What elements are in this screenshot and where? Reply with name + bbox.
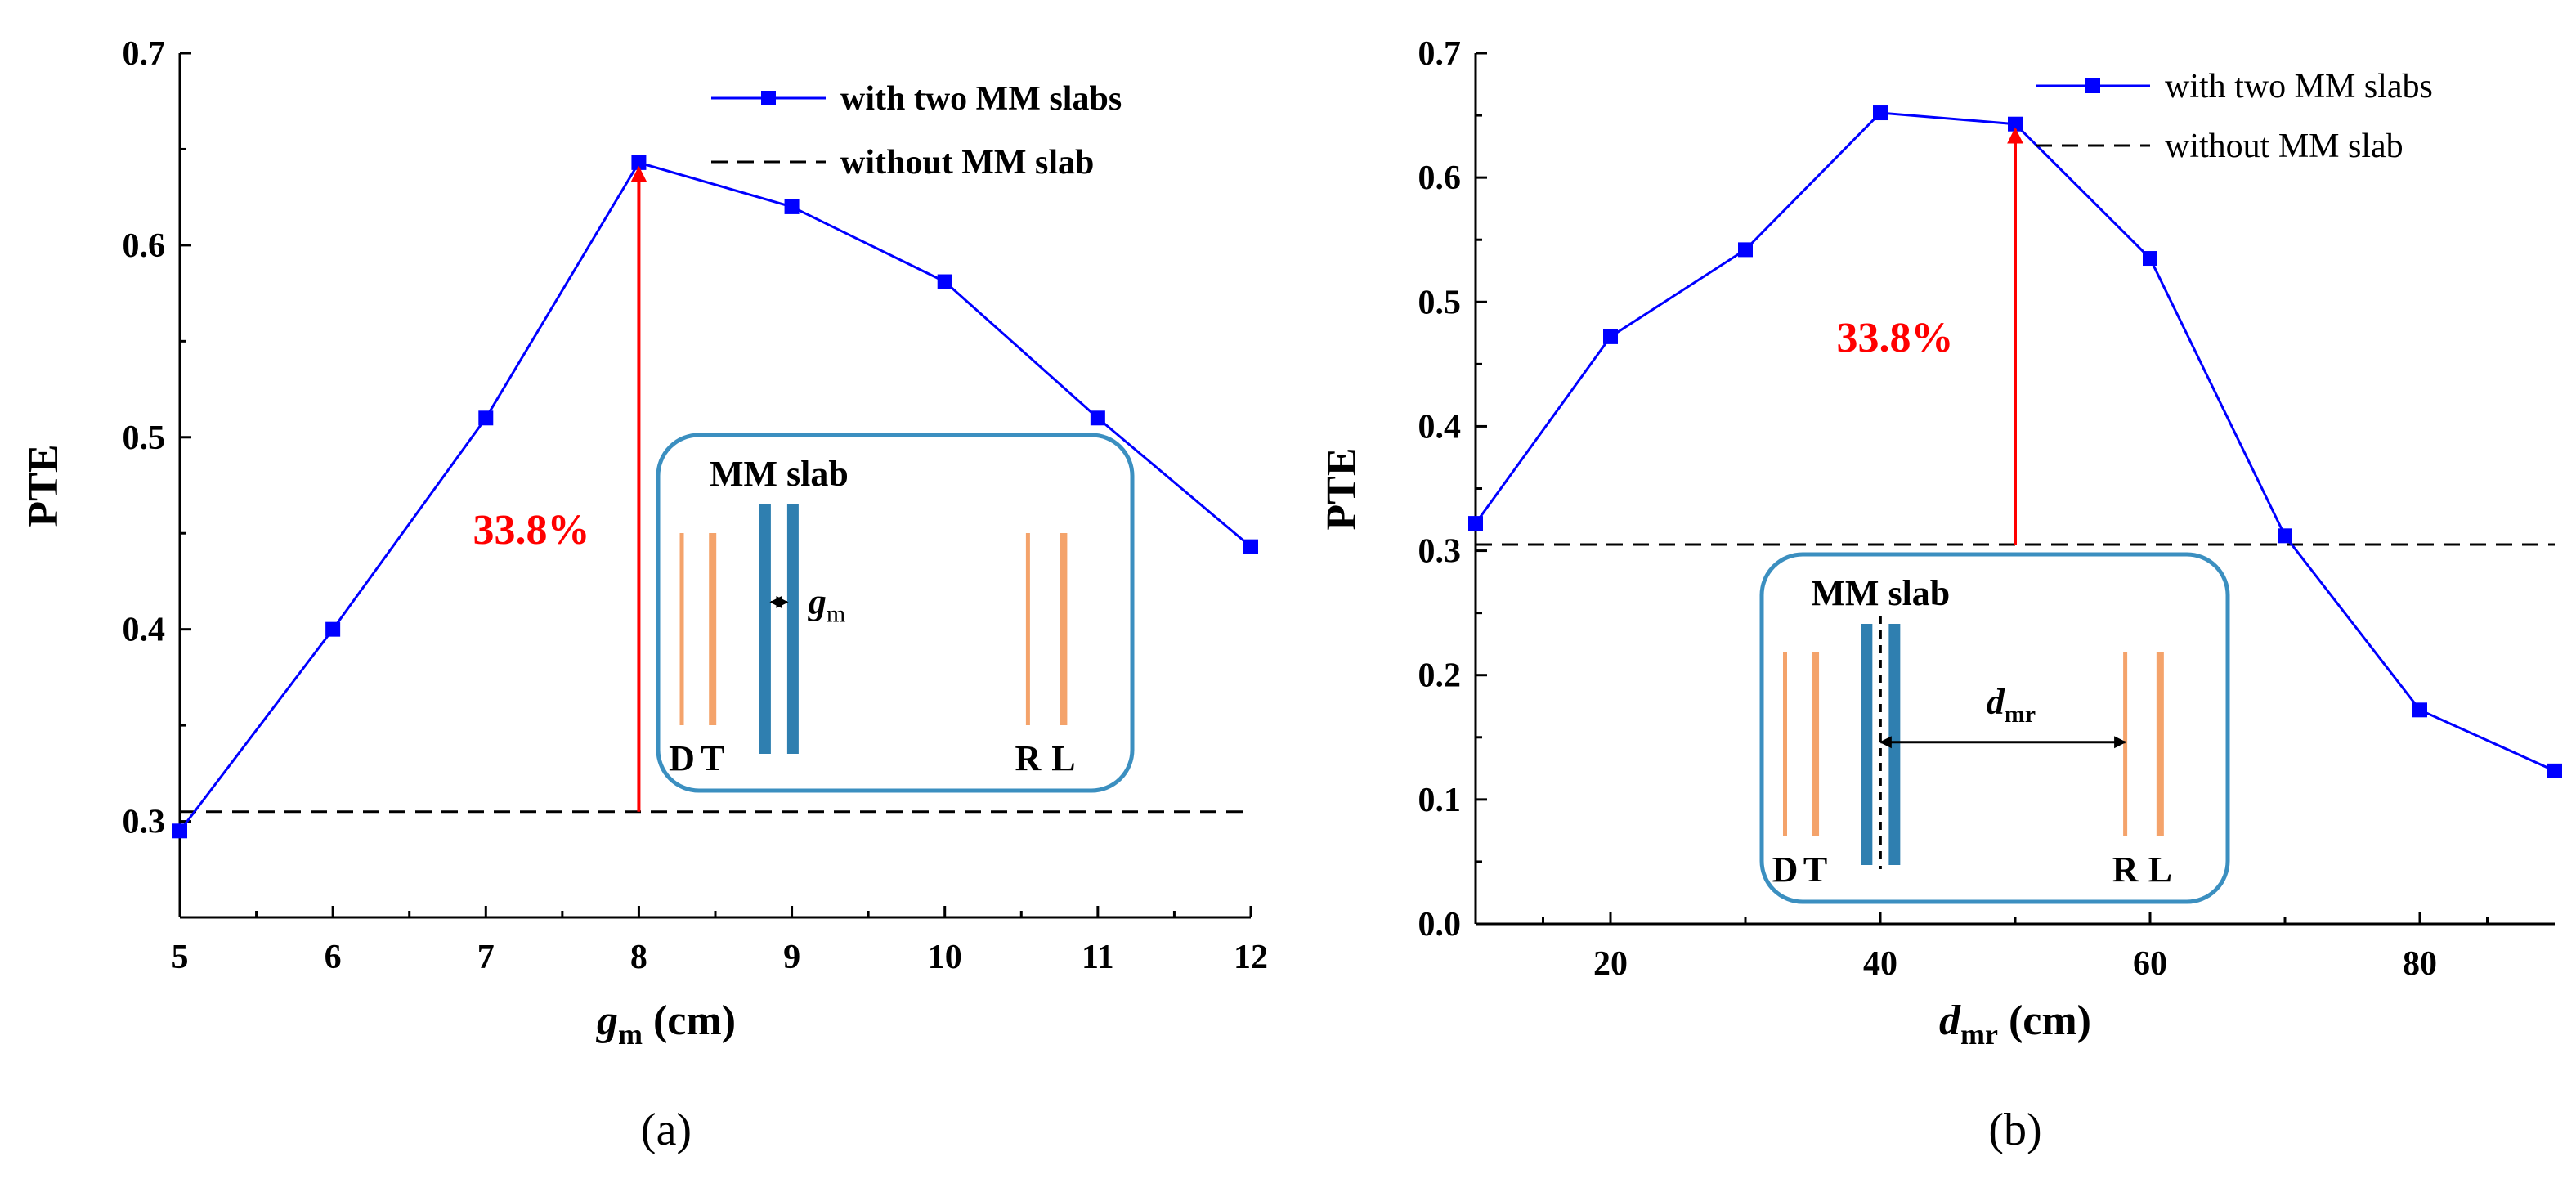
- y-tick-label: 0.1: [1418, 782, 1462, 819]
- inset-coil-label: L: [2148, 850, 2172, 890]
- inset-gap-var: d: [1987, 682, 2005, 722]
- data-point: [2412, 702, 2427, 718]
- x-axis-label-unit: (cm): [1998, 997, 2091, 1044]
- x-axis-label: gm (cm): [596, 997, 736, 1051]
- data-point: [937, 274, 952, 289]
- legend-baseline-label: without MM slab: [840, 144, 1094, 182]
- inset-coil-label: R: [1015, 738, 1042, 778]
- x-tick-label: 12: [1234, 939, 1268, 976]
- inset-coil-label: T: [701, 738, 724, 778]
- y-tick-label: 0.4: [1418, 408, 1462, 446]
- y-tick-label: 0.5: [1418, 284, 1462, 321]
- y-tick-label: 0.2: [1418, 657, 1462, 695]
- data-point: [2278, 528, 2292, 544]
- data-point: [1243, 539, 1258, 554]
- x-axis-label-unit: (cm): [643, 997, 736, 1044]
- inset-gap-var: g: [808, 581, 827, 621]
- x-axis-label-sub: mr: [1960, 1018, 1998, 1051]
- y-tick-label: 0.7: [1418, 35, 1462, 73]
- panel-label: (a): [641, 1105, 692, 1155]
- x-axis-label-sub: m: [618, 1018, 643, 1051]
- x-axis-label-var: g: [596, 997, 618, 1044]
- data-point: [784, 199, 800, 214]
- x-tick-label: 10: [928, 939, 962, 976]
- legend-baseline-label: without MM slab: [2165, 128, 2404, 165]
- y-tick-label: 0.0: [1418, 906, 1462, 944]
- y-tick-label: 0.4: [123, 612, 166, 649]
- data-point: [1468, 516, 1483, 531]
- data-point: [2547, 763, 2562, 778]
- series-line: [178, 161, 1252, 832]
- inset-coil-label: D: [1772, 850, 1799, 890]
- inset-slab: [1888, 624, 1901, 865]
- x-tick-label: 5: [172, 939, 189, 976]
- y-axis-label: PTE: [1319, 447, 1365, 530]
- inset-coil-label: R: [2112, 850, 2139, 890]
- inset-gap-label: gm: [808, 581, 845, 627]
- legend-series-label: with two MM slabs: [840, 80, 1122, 118]
- y-tick-label: 0.3: [123, 804, 166, 841]
- legend-series-marker: [2085, 78, 2100, 93]
- inset-slab: [759, 504, 771, 754]
- inset-slab: [1861, 624, 1873, 865]
- inset-coil-label: L: [1051, 738, 1075, 778]
- y-tick-label: 0.6: [123, 227, 166, 265]
- inset-gap-sub: mr: [2005, 701, 2036, 728]
- improvement-label: 33.8%: [473, 507, 590, 554]
- inset-slab: [786, 504, 799, 754]
- x-axis-label: dmr (cm): [1939, 997, 2091, 1051]
- x-tick-label: 7: [477, 939, 495, 976]
- inset-gap-label: dmr: [1987, 682, 2036, 728]
- inset-diagram: MM slab D T R Lgm: [656, 433, 1135, 793]
- inset-frame: [1759, 552, 2230, 904]
- x-tick-label: 8: [630, 939, 647, 976]
- inset-title: MM slab: [710, 454, 849, 494]
- data-point: [1090, 410, 1105, 426]
- x-axis-label-var: d: [1939, 997, 1961, 1044]
- inset-coil-label: T: [1803, 850, 1827, 890]
- x-tick-label: 9: [783, 939, 800, 976]
- inset-frame: [656, 433, 1135, 793]
- x-tick-label: 80: [2403, 945, 2437, 983]
- x-tick-label: 11: [1082, 939, 1114, 976]
- data-point: [325, 621, 341, 637]
- legend: with two MM slabs without MM slab: [2036, 68, 2433, 165]
- y-axis-label: PTE: [20, 444, 67, 527]
- data-point: [1603, 329, 1618, 344]
- data-point: [172, 823, 187, 839]
- data-point: [1738, 242, 1753, 258]
- y-tick-label: 0.5: [123, 419, 166, 457]
- legend-series-label: with two MM slabs: [2165, 68, 2433, 105]
- data-point: [2143, 251, 2157, 267]
- x-tick-label: 20: [1593, 945, 1628, 983]
- legend-series-marker: [761, 91, 776, 105]
- x-tick-label: 6: [325, 939, 342, 976]
- y-tick-label: 0.7: [123, 35, 166, 73]
- improvement-label: 33.8%: [1837, 315, 1954, 361]
- panel-label: (b): [1988, 1105, 2041, 1155]
- legend: with two MM slabs without MM slab: [711, 80, 1122, 182]
- inset-gap-sub: m: [827, 600, 845, 627]
- data-point: [1873, 105, 1888, 121]
- data-point: [478, 410, 494, 426]
- x-tick-label: 60: [2133, 945, 2167, 983]
- y-tick-label: 0.3: [1418, 533, 1462, 571]
- inset-title: MM slab: [1811, 573, 1950, 613]
- x-tick-label: 40: [1863, 945, 1897, 983]
- y-tick-label: 0.6: [1418, 159, 1462, 197]
- inset-coil-label: D: [669, 738, 695, 778]
